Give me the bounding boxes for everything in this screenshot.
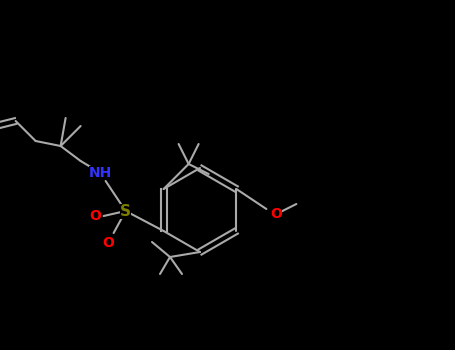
Text: O: O <box>103 236 115 250</box>
Text: O: O <box>90 209 101 223</box>
Text: O: O <box>270 207 282 221</box>
Text: S: S <box>120 203 131 218</box>
Text: NH: NH <box>89 166 112 180</box>
